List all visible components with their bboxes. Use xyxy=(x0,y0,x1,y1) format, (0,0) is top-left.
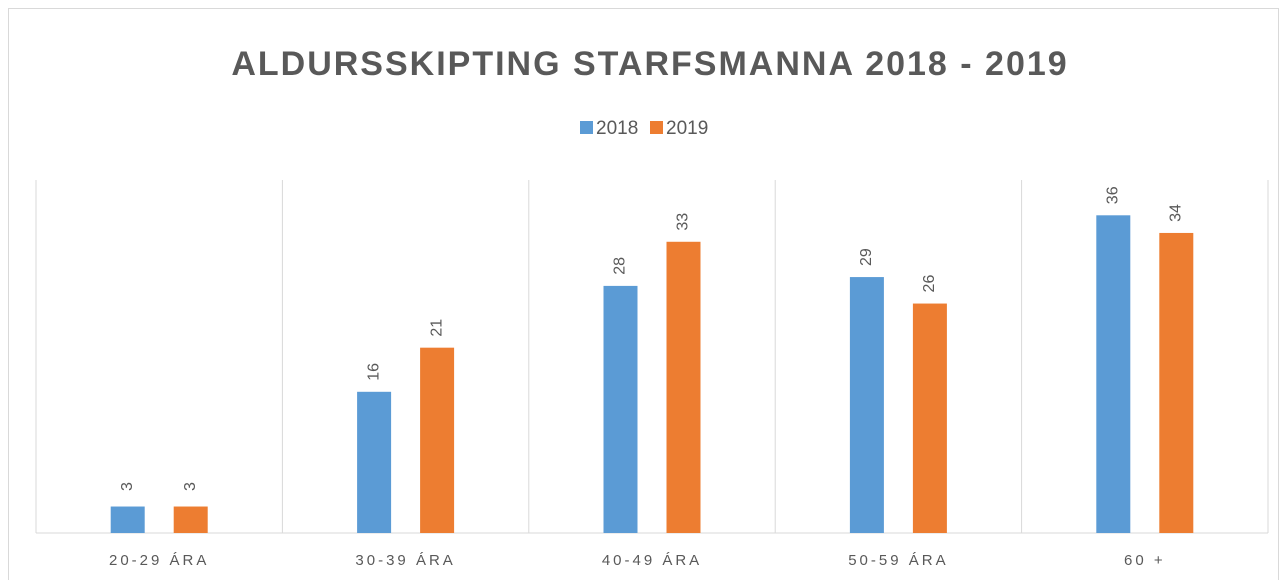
bar xyxy=(849,277,884,533)
bar xyxy=(1096,215,1131,534)
bar xyxy=(666,241,701,533)
chart-border xyxy=(8,8,1279,580)
data-label: 21 xyxy=(428,319,445,337)
data-label: 29 xyxy=(858,248,875,266)
bar xyxy=(1159,232,1194,533)
bar xyxy=(110,506,145,533)
x-tick-label: 40-49 ÁRA xyxy=(602,552,702,569)
data-label: 3 xyxy=(119,482,136,491)
data-label: 16 xyxy=(365,363,382,381)
data-label: 28 xyxy=(612,257,629,275)
data-label: 26 xyxy=(921,275,938,293)
x-tick-label: 30-39 ÁRA xyxy=(355,552,455,569)
legend-swatch xyxy=(650,121,663,134)
bar xyxy=(357,391,392,533)
legend-label: 2018 xyxy=(596,118,638,139)
bar xyxy=(603,285,638,533)
bar xyxy=(912,303,947,533)
legend-swatch xyxy=(580,121,593,134)
x-tick-label: 50-59 ÁRA xyxy=(848,552,948,569)
data-label: 3 xyxy=(182,482,199,491)
data-label: 33 xyxy=(675,213,692,231)
bar xyxy=(173,506,208,533)
data-label: 34 xyxy=(1168,204,1185,222)
x-tick-label: 20-29 ÁRA xyxy=(109,552,209,569)
bar xyxy=(420,347,455,533)
legend-label: 2019 xyxy=(666,118,708,139)
chart-title: ALDURSSKIPTING STARFSMANNA 2018 - 2019 xyxy=(231,45,1068,83)
data-label: 36 xyxy=(1105,186,1122,204)
x-tick-label: 60 + xyxy=(1124,552,1166,569)
